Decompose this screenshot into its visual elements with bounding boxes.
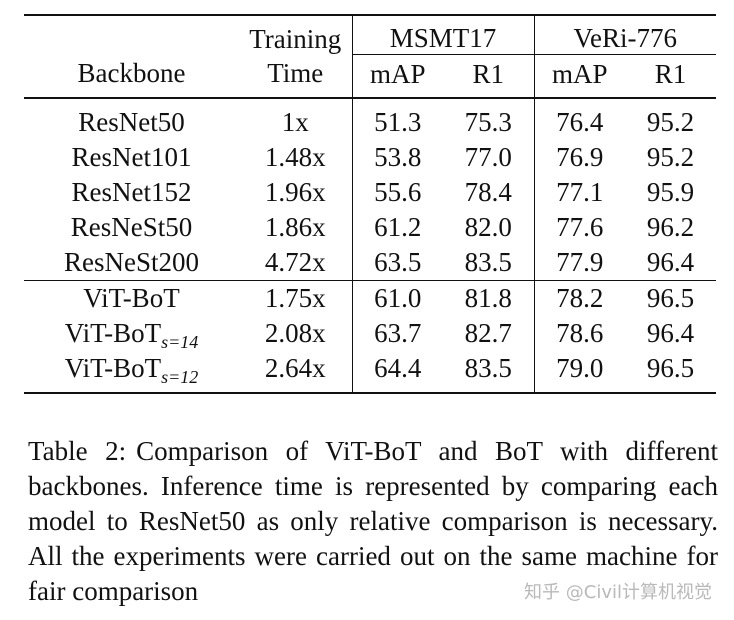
cell-msmt-r1: 75.3 <box>443 97 534 140</box>
table-row: ResNeSt200 4.72x 63.5 83.5 77.9 96.4 <box>24 245 716 281</box>
cell-backbone: ViT-BoTs=14 <box>24 316 239 352</box>
cell-time: 4.72x <box>264 247 326 277</box>
header-veri776: VeRi-776 <box>533 14 716 55</box>
cell-veri-map: 79.0 <box>533 351 625 394</box>
cell-msmt-r1: 83.5 <box>464 247 512 277</box>
backbone-name: ViT-BoT <box>64 353 162 383</box>
header-time: Time <box>267 58 324 89</box>
header-training: Training <box>239 14 352 55</box>
header-backbone: Backbone <box>77 58 186 89</box>
table-caption: Table 2: Comparison of ViT-BoT and BoT wi… <box>28 434 718 609</box>
cell-backbone: ResNeSt200 <box>64 247 199 277</box>
cell-time: 1.86x <box>264 212 326 242</box>
table-row: ViT-BoTs=12 2.64x 64.4 83.5 79.0 96.5 <box>24 351 716 394</box>
cell-veri-map: 77.1 <box>533 175 625 210</box>
cell-veri-map: 77.9 <box>533 245 625 281</box>
caption-text: Comparison of ViT-BoT and BoT with diffe… <box>28 436 718 606</box>
table-row: ResNet50 1x 51.3 75.3 76.4 95.2 <box>24 97 716 140</box>
cell-veri-r1: 96.5 <box>625 351 716 394</box>
cell-backbone: ResNet101 <box>71 142 192 172</box>
header-msmt17: MSMT17 <box>351 14 534 55</box>
cell-msmt-r1: 81.8 <box>443 280 534 316</box>
cell-veri-map: 78.2 <box>533 280 625 316</box>
table-row: ResNet152 1.96x 55.6 78.4 77.1 95.9 <box>24 175 716 210</box>
cell-msmt-r1: 77.0 <box>464 142 512 172</box>
cell-time: 2.08x <box>264 318 326 348</box>
cell-time: 1.75x <box>239 280 352 316</box>
table-row: ResNet101 1.48x 53.8 77.0 76.9 95.2 <box>24 140 716 175</box>
caption-label: Table 2: <box>28 436 127 466</box>
group-resnet: ResNet50 1x 51.3 75.3 76.4 95.2 ResNet10… <box>24 97 716 281</box>
cell-veri-r1: 96.5 <box>625 280 716 316</box>
cell-msmt-map: 55.6 <box>351 175 443 210</box>
cell-msmt-map: 63.5 <box>351 245 443 281</box>
cell-veri-r1: 95.2 <box>625 97 716 140</box>
watermark: 知乎 @Civil计算机视觉 <box>520 578 716 604</box>
stride-subscript: s=12 <box>161 367 199 387</box>
cell-msmt-r1: 82.0 <box>464 212 512 242</box>
cell-backbone: ResNeSt50 <box>70 212 193 242</box>
header-msmt-r1: R1 <box>472 58 504 89</box>
cell-veri-r1: 96.4 <box>646 318 695 348</box>
table-row: ResNeSt50 1.86x 61.2 82.0 77.6 96.2 <box>24 210 716 245</box>
cell-msmt-map: 61.2 <box>351 210 443 245</box>
cell-msmt-r1: 82.7 <box>464 318 512 348</box>
cell-msmt-map: 51.3 <box>351 97 443 140</box>
cell-veri-map: 76.9 <box>533 140 625 175</box>
cell-time: 2.64x <box>239 351 352 394</box>
header-veri-r1: R1 <box>654 58 687 89</box>
table-row: ViT-BoTs=14 2.08x 63.7 82.7 78.6 96.4 <box>24 316 716 351</box>
header-row-1: Training MSMT17 VeRi-776 <box>24 14 716 55</box>
cell-backbone: ViT-BoTs=12 <box>24 351 239 394</box>
header-msmt-map: mAP <box>351 54 443 98</box>
cell-time: 1x <box>239 97 352 140</box>
cell-veri-r1: 95.2 <box>646 142 695 172</box>
header-veri-map: mAP <box>533 54 625 98</box>
cell-time: 1.96x <box>264 177 326 207</box>
cell-veri-map: 78.6 <box>533 316 625 351</box>
cell-msmt-r1: 78.4 <box>464 177 512 207</box>
cell-backbone: ResNet152 <box>71 177 192 207</box>
backbone-name: ViT-BoT <box>83 283 180 313</box>
cell-veri-r1: 96.4 <box>646 247 695 277</box>
cell-time: 1.48x <box>264 142 326 172</box>
results-table: Training MSMT17 VeRi-776 Backbone Time m… <box>24 14 716 394</box>
cell-msmt-map: 53.8 <box>351 140 443 175</box>
cell-veri-r1: 95.9 <box>646 177 695 207</box>
cell-backbone: ResNet50 <box>24 97 239 140</box>
cell-msmt-map: 61.0 <box>351 280 443 316</box>
cell-veri-r1: 96.2 <box>646 212 695 242</box>
backbone-name: ViT-BoT <box>64 318 162 348</box>
cell-backbone: ViT-BoT <box>24 280 239 316</box>
results-table-container: Training MSMT17 VeRi-776 Backbone Time m… <box>24 14 716 394</box>
header-spacer <box>24 14 239 55</box>
cell-veri-map: 76.4 <box>533 97 625 140</box>
stride-subscript: s=14 <box>161 332 199 352</box>
cell-msmt-map: 64.4 <box>351 351 443 394</box>
cell-msmt-map: 63.7 <box>351 316 443 351</box>
table-row: ViT-BoT 1.75x 61.0 81.8 78.2 96.5 <box>24 280 716 316</box>
cell-veri-map: 77.6 <box>533 210 625 245</box>
header-row-2: Backbone Time mAP R1 mAP R1 <box>24 54 716 98</box>
cell-msmt-r1: 83.5 <box>443 351 534 394</box>
group-vit-bot: ViT-BoT 1.75x 61.0 81.8 78.2 96.5 ViT-Bo… <box>24 280 716 394</box>
